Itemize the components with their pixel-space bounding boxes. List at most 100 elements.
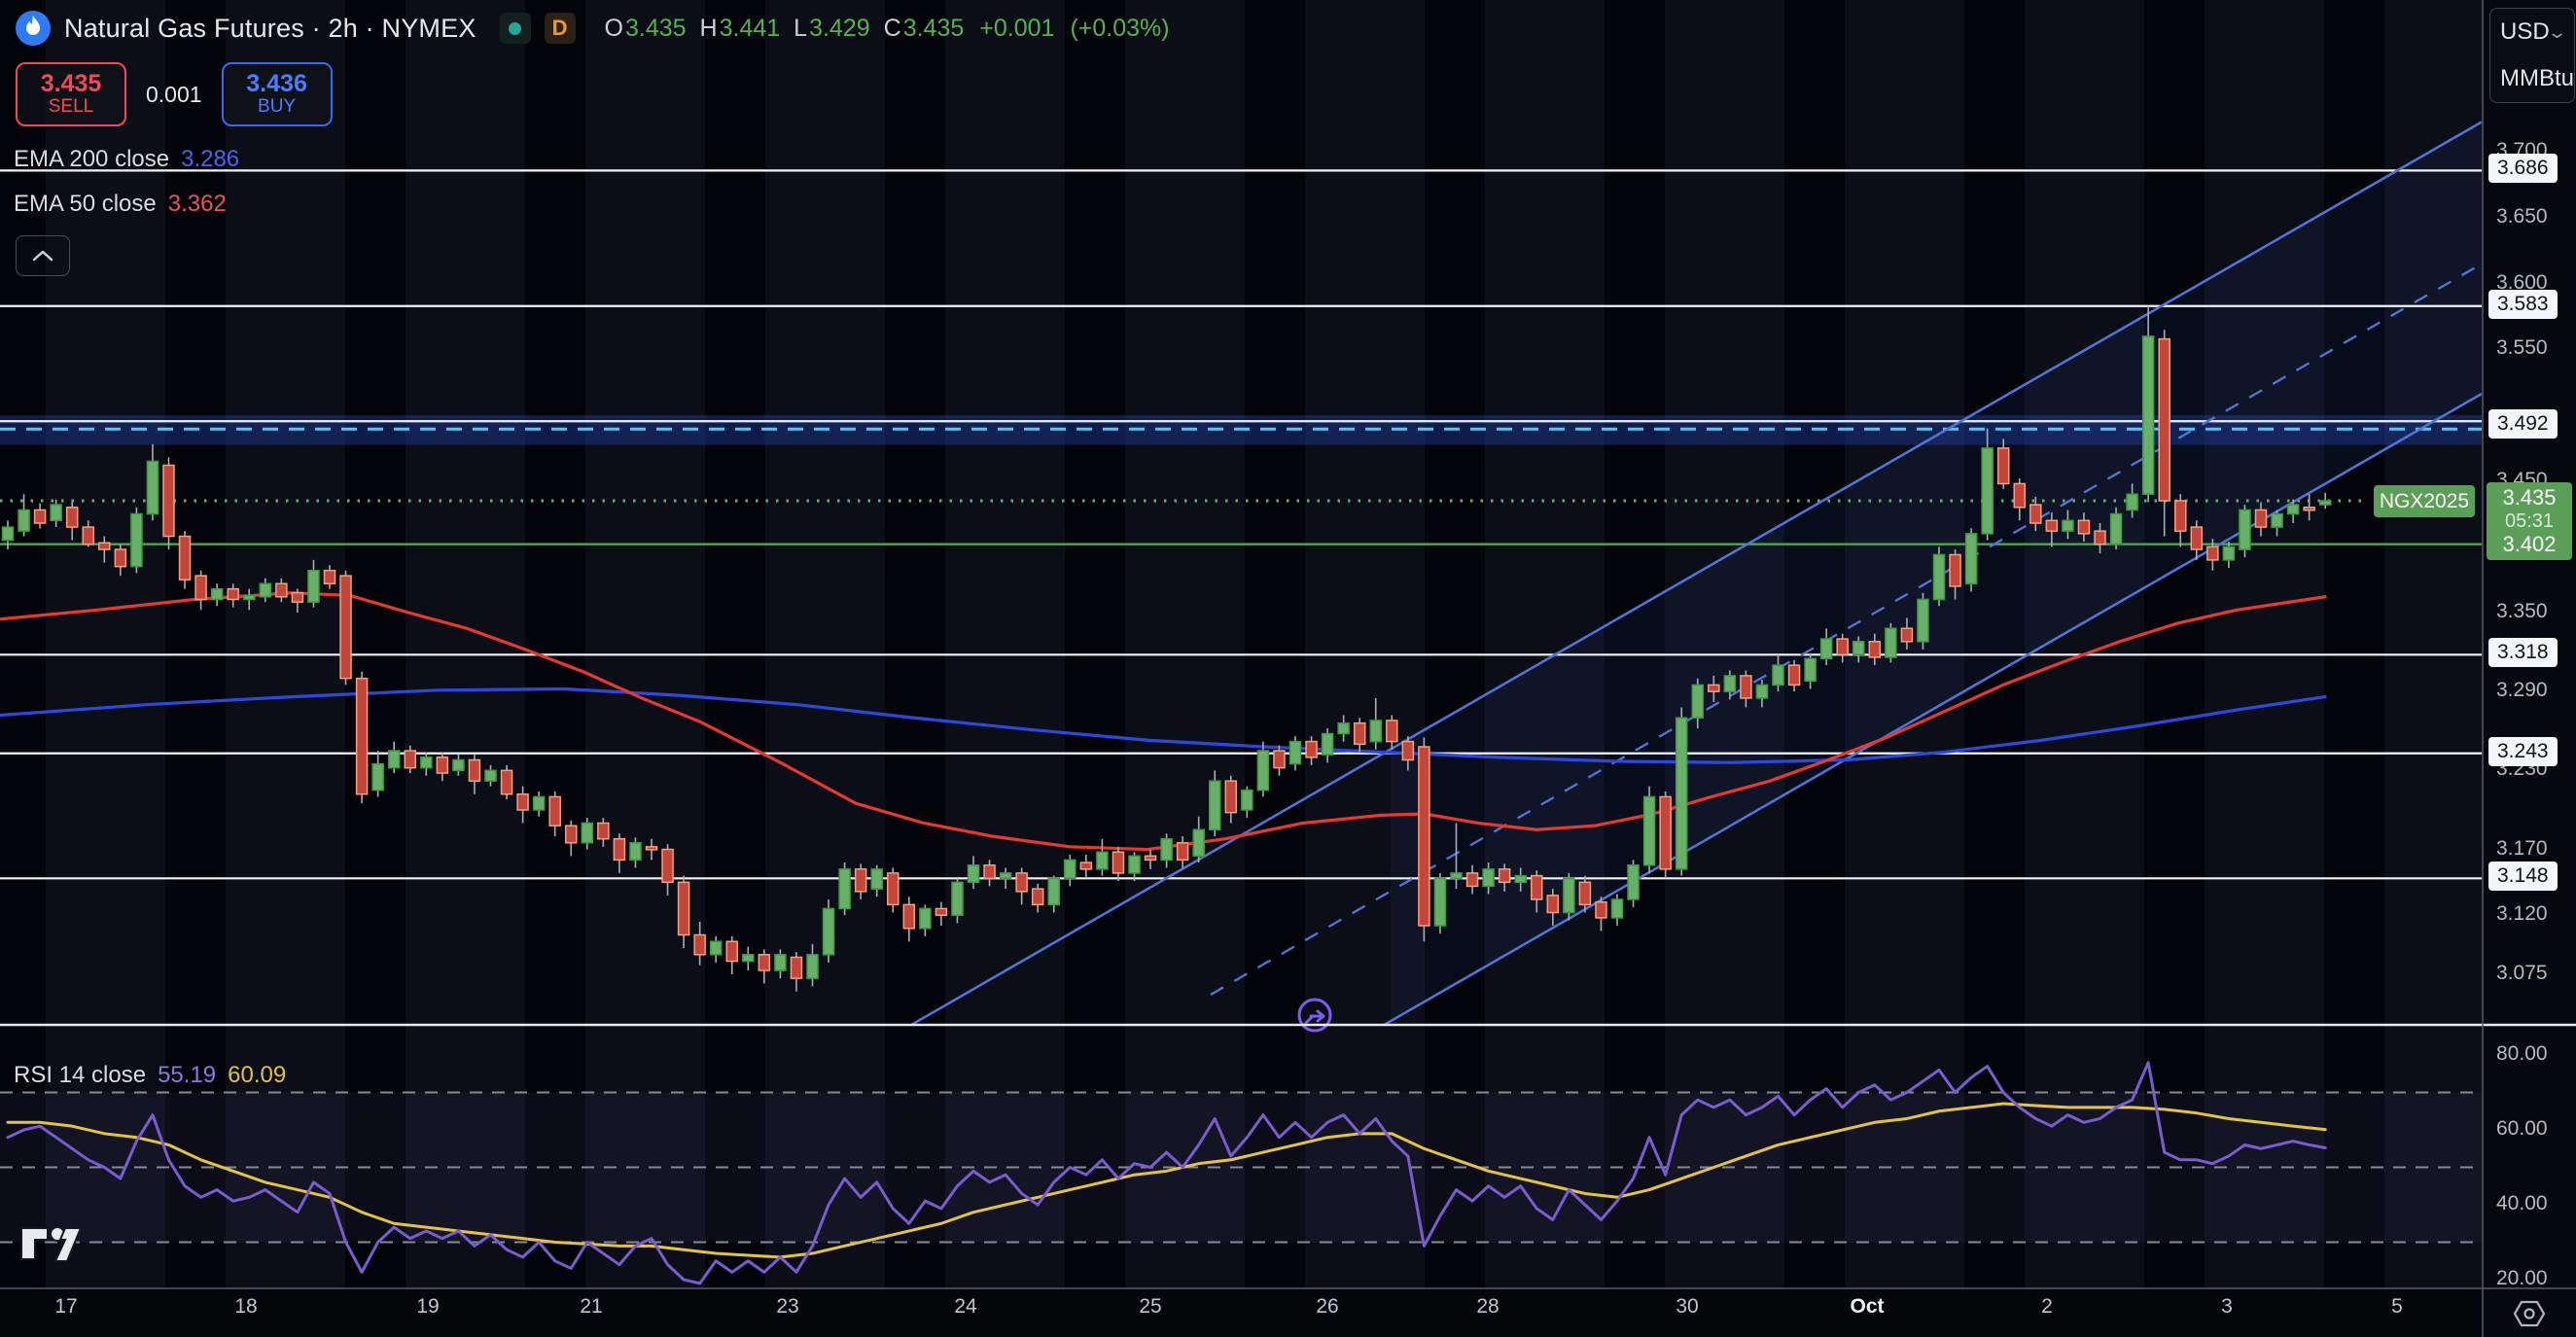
candle: [339, 575, 352, 680]
unit-select[interactable]: MMBtu⌄: [2490, 55, 2576, 102]
candle: [1256, 750, 1270, 792]
price-level-badge: 3.318: [2488, 638, 2558, 668]
candle: [2271, 512, 2283, 528]
legend-ema50[interactable]: EMA 50 close 3.362: [14, 191, 227, 217]
time-axis-label: Oct: [1850, 1295, 1885, 1318]
candle: [65, 507, 79, 528]
currency-select[interactable]: USD ⌄: [2500, 18, 2568, 45]
interval-badge[interactable]: D: [544, 13, 576, 44]
market-status-icon: [499, 13, 531, 44]
ema200-line[interactable]: [0, 686, 2327, 764]
candle: [597, 822, 610, 840]
candle: [1740, 675, 1752, 699]
trade-panel: 3.435 SELL 0.001 3.436 BUY: [16, 62, 333, 126]
candle: [1836, 638, 1849, 656]
candle: [162, 464, 175, 538]
session-stripes: [0, 0, 2384, 1288]
rsi-line[interactable]: [6, 1061, 2327, 1285]
timezone-settings-button[interactable]: [2483, 1289, 2576, 1337]
price-axis-label: 3.075: [2496, 962, 2548, 985]
candle: [999, 872, 1012, 880]
candle: [275, 582, 288, 598]
ohlc-readout: O3.435 H3.441 L3.429 C3.435 +0.001 (+0.0…: [604, 14, 1170, 42]
candle: [2126, 493, 2138, 511]
candle: [1450, 872, 1463, 880]
candle: [1563, 877, 1575, 914]
change-value: +0.001: [979, 14, 1055, 42]
candle: [243, 594, 256, 601]
rsi-pane[interactable]: [0, 1061, 2482, 1285]
price-axis[interactable]: 3.700 3.650 3.600 3.550 3.450 3.350 3.290 3.230…: [2483, 0, 2576, 1289]
candle: [1949, 553, 1961, 587]
candle: [1755, 684, 1769, 699]
legend-rsi[interactable]: RSI 14 close 55.19 60.09: [14, 1062, 287, 1088]
candle: [468, 758, 481, 782]
candle: [1659, 795, 1672, 870]
candle: [1031, 888, 1044, 906]
time-axis-label: 5: [2391, 1295, 2403, 1318]
candle: [1224, 780, 1238, 814]
candle: [1418, 746, 1430, 927]
ema50-line[interactable]: [0, 591, 2327, 852]
candle: [1160, 837, 1173, 862]
tradingview-logo[interactable]: [19, 1225, 88, 1267]
channel-lower-line[interactable]: [1384, 392, 2482, 1025]
candle: [2094, 530, 2106, 545]
symbol-title[interactable]: Natural Gas Futures · 2h · NYMEX: [64, 13, 476, 43]
legend-ema200[interactable]: EMA 200 close 3.286: [14, 146, 240, 172]
candle: [1288, 740, 1302, 765]
green-level-badge: 3.402: [2487, 528, 2572, 560]
candle: [1498, 868, 1511, 884]
time-axis-label: 24: [954, 1295, 977, 1318]
candle: [259, 582, 272, 598]
drawing-anchor-icon[interactable]: [1297, 998, 1332, 1033]
candle: [613, 837, 626, 862]
candle: [1708, 684, 1720, 692]
time-axis[interactable]: 17 18 19 21 23 24 25 26 28 30 Oct 2 3 5: [0, 1289, 2483, 1337]
price-level-badge: 3.583: [2488, 289, 2558, 319]
contract-label-badge: NGX2025: [2374, 485, 2475, 517]
candle: [516, 792, 529, 811]
time-axis-label: 19: [416, 1295, 440, 1318]
candle: [1015, 872, 1028, 893]
candle: [2239, 509, 2251, 550]
channel-upper-line[interactable]: [911, 121, 2482, 1024]
candle: [1787, 664, 1801, 686]
candle: [983, 864, 996, 880]
sell-button[interactable]: 3.435 SELL: [16, 62, 126, 126]
candle: [967, 864, 980, 884]
candle: [1305, 740, 1318, 758]
buy-button[interactable]: 3.436 BUY: [221, 62, 333, 126]
candle: [919, 907, 932, 930]
candle: [1691, 684, 1704, 719]
candle: [790, 956, 803, 979]
candle: [484, 769, 497, 782]
time-axis-label: 3: [2221, 1295, 2233, 1318]
hexagon-settings-icon: [2513, 1300, 2546, 1326]
candle: [1546, 895, 1560, 914]
candle: [50, 504, 62, 522]
candle: [500, 769, 513, 795]
candle: [130, 512, 143, 568]
collapse-legend-button[interactable]: [16, 235, 70, 276]
candle: [1868, 641, 1882, 658]
candle: [1112, 851, 1125, 874]
candle: [1079, 862, 1093, 870]
price-pane[interactable]: [0, 121, 2482, 1025]
price-axis-label: 3.290: [2496, 679, 2548, 702]
price-axis-label: 3.550: [2496, 336, 2548, 360]
candle: [1514, 874, 1527, 884]
candle: [1627, 864, 1640, 900]
chevron-up-icon: [32, 250, 53, 262]
candle: [1047, 877, 1060, 906]
candle: [581, 822, 594, 844]
candle: [82, 526, 94, 545]
time-axis-label: 17: [54, 1295, 78, 1318]
rsi-ma-line[interactable]: [6, 1102, 2327, 1259]
candle: [1981, 447, 1994, 535]
candle: [307, 569, 320, 603]
price-level-badge: 3.686: [2488, 154, 2558, 184]
candle: [2318, 500, 2332, 506]
